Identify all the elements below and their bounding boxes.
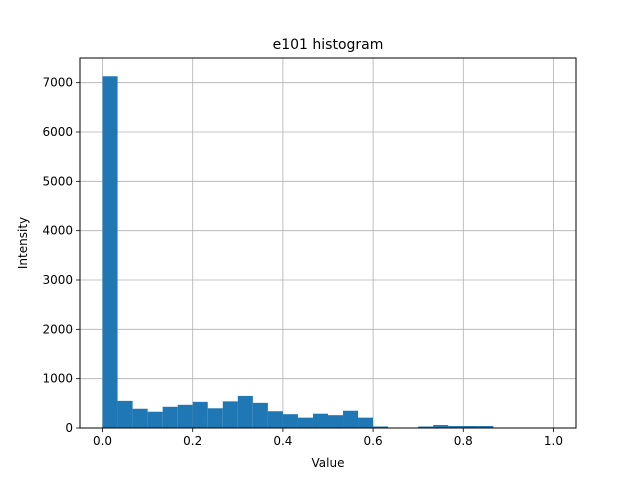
x-axis-label: Value: [312, 456, 345, 470]
histogram-bar: [358, 417, 374, 428]
histogram-bar: [207, 408, 223, 428]
histogram-bar: [297, 417, 313, 428]
x-tick-label: 0.0: [93, 434, 112, 448]
histogram-bar: [147, 411, 163, 428]
histogram-bar: [192, 401, 208, 428]
histogram-bar: [177, 404, 193, 428]
histogram-bar: [448, 426, 464, 428]
x-tick-label: 0.6: [364, 434, 383, 448]
histogram-bar: [328, 415, 344, 428]
histogram-bar: [252, 402, 268, 428]
y-tick-label: 0: [65, 421, 73, 435]
grid-lines: [80, 58, 576, 429]
histogram-bar: [117, 400, 133, 428]
y-tick-label: 4000: [42, 224, 73, 238]
histogram-bar: [418, 426, 434, 428]
x-tick-label: 1.0: [544, 434, 563, 448]
plot-frame: [79, 57, 577, 429]
histogram-bar: [102, 76, 118, 429]
y-tick-label: 5000: [42, 174, 73, 188]
histogram-bars: [102, 76, 494, 429]
y-tick-label: 2000: [42, 322, 73, 336]
y-axis-ticks: 0 1000 2000 3000 4000 5000 6000 7000: [42, 76, 80, 435]
histogram-bar: [222, 401, 238, 428]
histogram-bar: [343, 410, 359, 428]
histogram-bar: [373, 426, 389, 428]
histogram-bar: [162, 406, 178, 428]
x-tick-label: 0.4: [273, 434, 292, 448]
y-tick-label: 6000: [42, 125, 73, 139]
histogram-bar: [433, 425, 449, 428]
x-tick-label: 0.8: [454, 434, 473, 448]
y-axis-label: Intensity: [16, 217, 30, 269]
x-tick-label: 0.2: [183, 434, 202, 448]
x-axis-ticks: 0.0 0.2 0.4 0.6 0.8 1.0: [93, 428, 563, 448]
histogram-bar: [463, 426, 479, 428]
chart-title: e101 histogram: [273, 37, 384, 53]
y-tick-label: 3000: [42, 273, 73, 287]
histogram-bar: [237, 395, 253, 428]
y-tick-label: 1000: [42, 372, 73, 386]
histogram-bar: [267, 411, 283, 428]
histogram-bar: [312, 413, 328, 428]
histogram-bar: [478, 426, 494, 428]
y-tick-label: 7000: [42, 76, 73, 90]
histogram-bar: [282, 414, 298, 428]
histogram-bar: [132, 408, 148, 428]
